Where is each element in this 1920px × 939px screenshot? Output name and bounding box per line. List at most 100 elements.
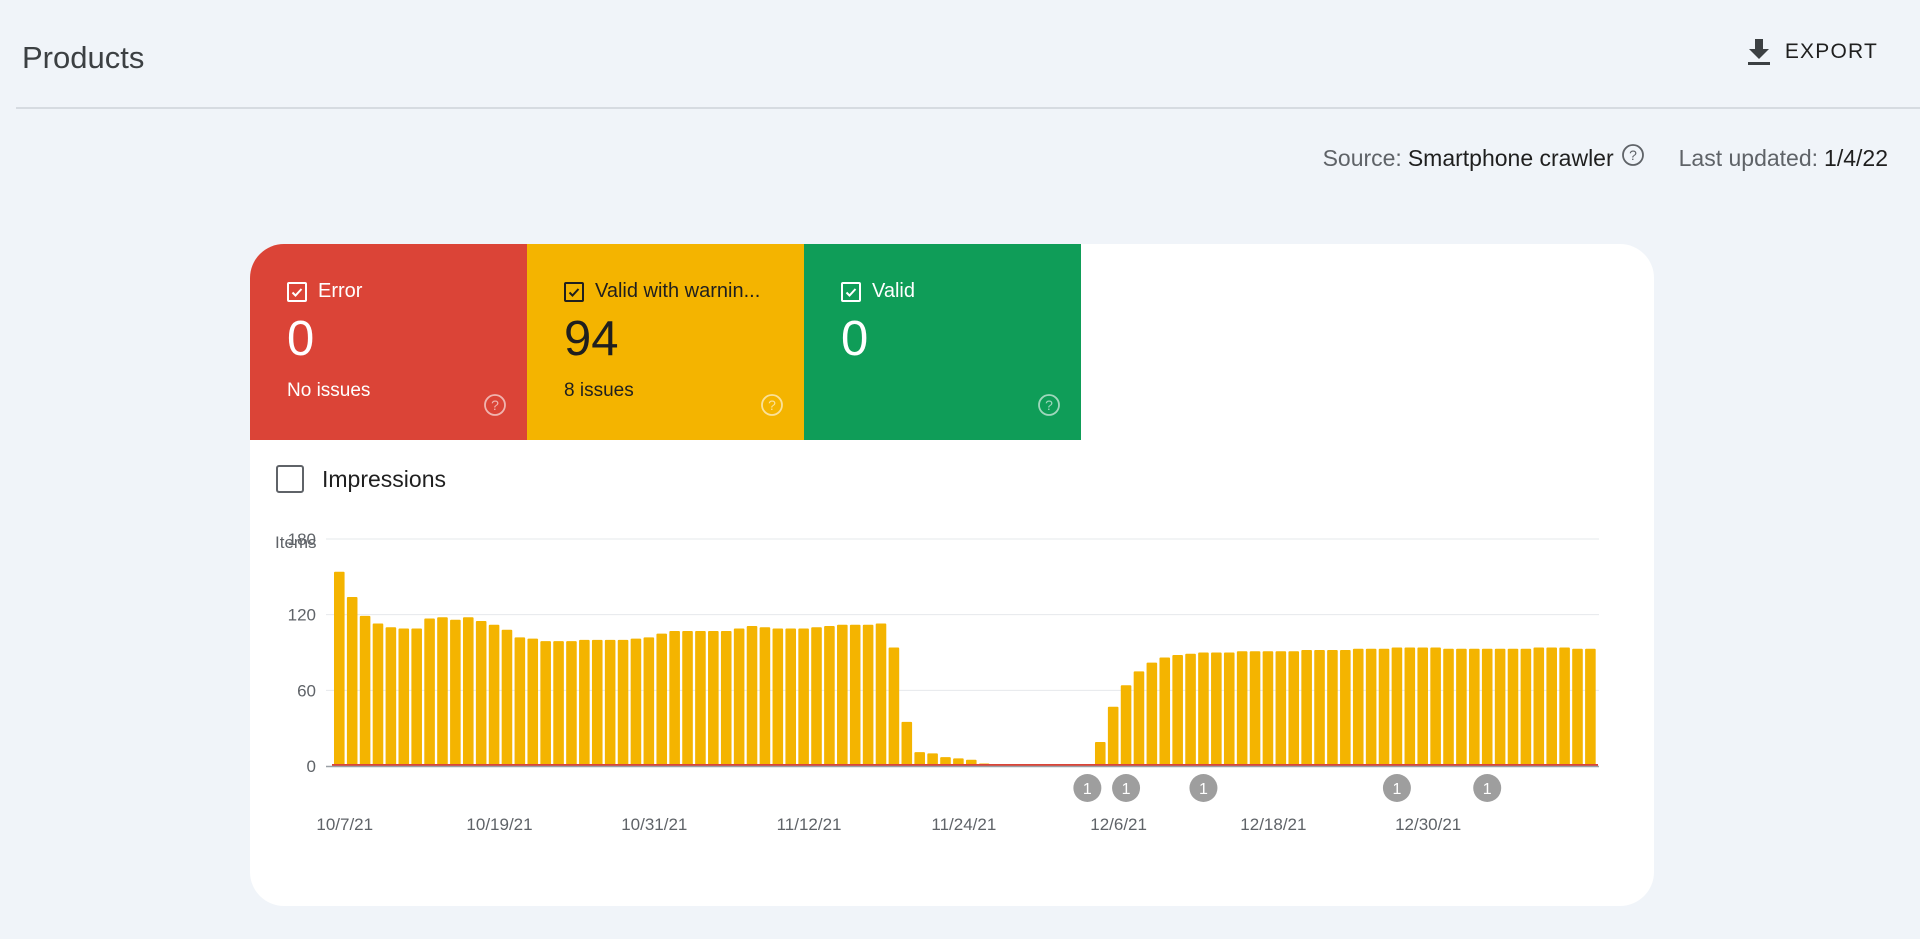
bar	[630, 638, 642, 766]
bar	[708, 631, 719, 766]
x-tick-label: 10/7/21	[316, 815, 373, 834]
bar	[1236, 651, 1248, 766]
bar	[385, 627, 397, 766]
checkbox-checked-icon	[841, 281, 861, 302]
warning-tile[interactable]: Valid with warnin... 94 8 issues ?	[527, 244, 804, 440]
bar	[1585, 648, 1596, 766]
bar	[1572, 648, 1583, 766]
source-label: Source:	[1322, 144, 1402, 171]
bar	[566, 641, 577, 766]
bar	[475, 620, 487, 766]
annotation-label: 1	[1083, 781, 1092, 798]
bar	[875, 623, 887, 766]
x-tick-label: 11/24/21	[931, 815, 996, 834]
bar	[1365, 648, 1377, 766]
bar	[553, 641, 564, 766]
checkbox-unchecked-icon	[276, 465, 304, 493]
annotation-marker	[1073, 774, 1102, 802]
error-tile[interactable]: Error 0 No issues ?	[250, 244, 527, 440]
error-tile-label: Error	[318, 280, 363, 302]
bar	[785, 628, 797, 766]
bar	[1094, 742, 1106, 766]
bar	[1159, 657, 1171, 766]
last-updated-value: 1/4/22	[1824, 144, 1888, 171]
bar	[772, 628, 784, 766]
bar	[450, 619, 461, 766]
annotation-marker	[1112, 774, 1141, 802]
export-label: EXPORT	[1784, 40, 1878, 63]
bar	[1378, 648, 1390, 766]
bar	[837, 624, 848, 766]
x-tick-label: 12/6/21	[1090, 815, 1147, 834]
valid-tile-label: Valid	[872, 280, 915, 302]
bar	[591, 639, 603, 766]
bar	[1301, 649, 1312, 766]
bar	[901, 721, 913, 766]
warning-count: 94	[564, 312, 619, 366]
x-tick-label: 12/18/21	[1240, 815, 1306, 834]
bar	[1107, 706, 1119, 766]
bar	[656, 633, 668, 766]
help-icon[interactable]: ?	[760, 393, 784, 422]
source-value: Smartphone crawler	[1407, 144, 1614, 171]
bar	[1352, 648, 1364, 766]
valid-tile[interactable]: Valid 0 ?	[804, 244, 1081, 440]
bar	[733, 628, 745, 766]
report-card: Error 0 No issues ? Valid with warnin...…	[250, 244, 1654, 906]
bar	[1546, 647, 1557, 766]
last-updated-label: Last updated:	[1678, 144, 1819, 171]
bar	[1391, 647, 1403, 766]
impressions-label: Impressions	[322, 465, 446, 492]
bar	[488, 624, 500, 766]
help-icon[interactable]: ?	[1621, 143, 1645, 173]
bar	[1275, 651, 1287, 766]
bar	[798, 628, 809, 766]
x-tick-label: 11/12/21	[777, 815, 842, 834]
bar	[1262, 651, 1274, 766]
error-count: 0	[287, 312, 315, 366]
top-bar: Products EXPORT	[0, 0, 1920, 108]
bar	[746, 626, 758, 766]
header-divider	[16, 107, 1920, 109]
x-tick-label: 10/31/21	[621, 815, 687, 834]
export-button[interactable]: EXPORT	[1747, 38, 1878, 66]
annotation-label: 1	[1199, 781, 1208, 798]
bar	[411, 628, 422, 766]
annotation-label: 1	[1483, 781, 1492, 798]
bar	[346, 597, 358, 766]
bar	[1430, 647, 1441, 766]
y-tick-label: 120	[288, 606, 316, 625]
items-chart: Items 0 60 120 180 1 1 1 1 1 10/7/21 10/19/21 10/31/…	[275, 530, 1599, 834]
svg-text:?: ?	[1629, 147, 1637, 163]
bar	[1456, 648, 1467, 766]
bar	[1120, 685, 1132, 766]
bar	[695, 631, 706, 766]
annotation-marker	[1189, 774, 1218, 802]
bar	[824, 626, 835, 766]
bar	[940, 757, 951, 766]
bar	[437, 617, 448, 766]
bar	[1340, 649, 1351, 766]
bar	[359, 615, 371, 766]
bar	[1198, 652, 1209, 766]
bar	[1481, 648, 1493, 766]
svg-text:?: ?	[1045, 397, 1053, 413]
impressions-toggle[interactable]: Impressions	[276, 465, 446, 493]
bar	[1327, 649, 1338, 766]
bar	[1133, 671, 1145, 766]
bar	[669, 631, 680, 766]
help-icon[interactable]: ?	[483, 393, 507, 422]
bar	[462, 617, 474, 766]
bar	[1185, 653, 1196, 766]
help-icon[interactable]: ?	[1037, 393, 1061, 422]
bar	[759, 627, 771, 766]
bar	[849, 624, 861, 766]
bar	[1507, 648, 1519, 766]
y-axis-label: Items	[275, 533, 317, 552]
bar	[811, 627, 822, 766]
bar	[1146, 662, 1158, 766]
bar	[1443, 648, 1454, 766]
bar	[527, 638, 539, 766]
bar	[372, 623, 384, 766]
bar	[1223, 652, 1235, 766]
